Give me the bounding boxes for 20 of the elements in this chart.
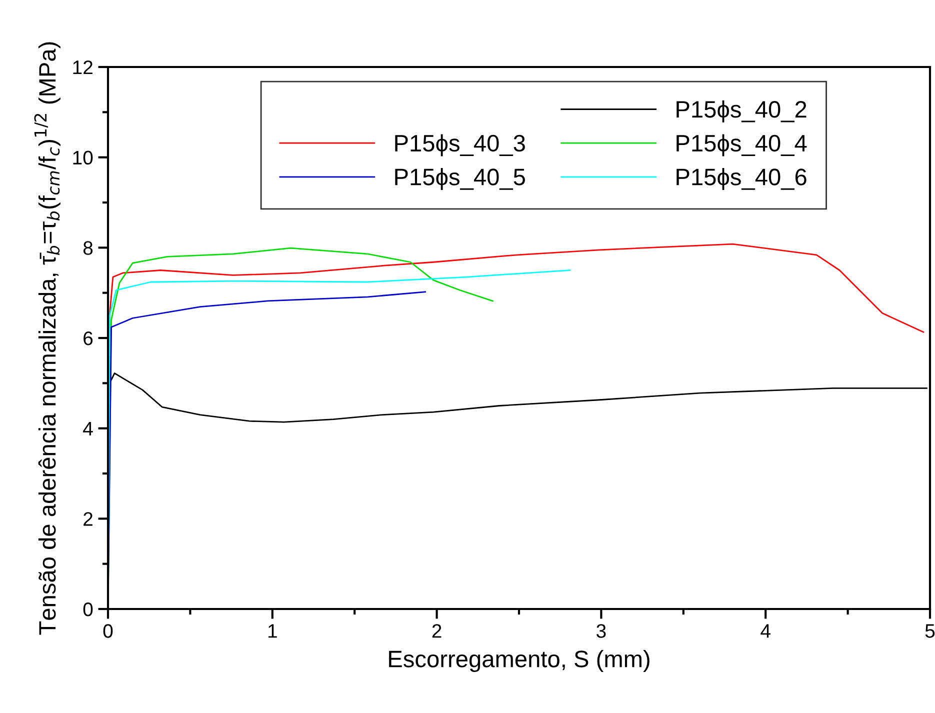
legend-label: P15ϕs_40_4 <box>676 134 807 156</box>
legend-label: P15ϕs_40_3 <box>395 134 525 156</box>
x-tick-label: 1 <box>268 624 277 638</box>
x-axis-title: Escorregamento, S (mm) <box>389 650 650 672</box>
y-tick-label: 12 <box>73 60 92 74</box>
y-tick-label: 0 <box>83 602 93 616</box>
legend-label: P15ϕs_40_5 <box>395 168 525 190</box>
legend-label: P15ϕs_40_2 <box>676 100 806 122</box>
y-tick-label: 6 <box>84 331 93 346</box>
x-tick-label: 4 <box>760 624 770 638</box>
y-tick-label: 2 <box>84 512 92 526</box>
x-tick-label: 3 <box>596 624 606 638</box>
x-tick-label: 0 <box>103 624 113 638</box>
x-tick-label: 5 <box>925 624 935 638</box>
legend-label: P15ϕs_40_6 <box>676 168 806 190</box>
x-tick-label: 2 <box>432 624 442 638</box>
y-tick-label: 8 <box>83 241 93 255</box>
text: Tensão de aderência normalizada, τ̄$_{b}$=τ$_{b}$(f$_{cm}$/f$_{c}$)$^{1/2}$ (MPa) <box>34 42 60 635</box>
y-tick-label: 10 <box>73 150 93 165</box>
y-tick-label: 4 <box>83 422 93 436</box>
